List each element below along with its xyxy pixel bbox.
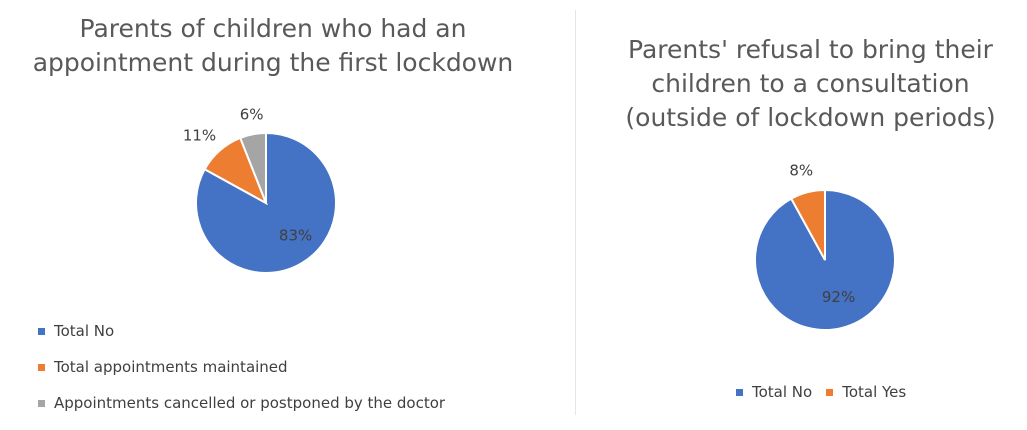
- legend-item-1-1: Total Yes: [826, 383, 906, 401]
- chart-left: Parents of children who had an appointme…: [32, 14, 514, 412]
- pie-label-0-0: 83%: [279, 227, 312, 245]
- legend-item-0-1: Total appointments maintained: [38, 358, 445, 394]
- pie-label-1-0: 92%: [822, 288, 855, 306]
- chart-right-title: Parents' refusal to bring their children…: [625, 35, 996, 132]
- legend-swatch: [736, 389, 743, 396]
- legend-item-0-0: Total No: [38, 322, 445, 358]
- legend-left: Total No Total appointments maintained App…: [38, 322, 445, 430]
- legend-label: Total Yes: [842, 383, 907, 401]
- legend-item-1-0: Total No: [736, 383, 812, 401]
- chart-right: Parents' refusal to bring their children…: [578, 0, 1027, 425]
- pie-right: 92% 8%: [754, 162, 896, 331]
- legend-label: Total No: [752, 383, 813, 401]
- pie-label-0-2: 6%: [240, 106, 264, 124]
- pie-left: 83% 11% 6%: [183, 106, 337, 274]
- legend-item-0-2: Appointments cancelled or postponed by t…: [38, 394, 445, 430]
- pie-label-0-1: 11%: [183, 127, 216, 145]
- pie-label-1-1: 8%: [789, 162, 813, 180]
- legend-swatch: [826, 389, 834, 396]
- legend-swatch: [38, 400, 45, 407]
- legend-right: Total No Total Yes: [736, 383, 920, 401]
- legend-label: Total appointments maintained: [54, 358, 288, 376]
- legend-label: Total No: [54, 322, 115, 340]
- legend-label: Appointments cancelled or postponed by t…: [54, 394, 446, 412]
- pie-slice-1-1: [789, 188, 826, 261]
- chart-left-title: Parents of children who had an appointme…: [32, 14, 514, 77]
- legend-swatch: [38, 328, 45, 335]
- legend-swatch: [38, 364, 45, 371]
- pie-slice-0-2: [238, 131, 267, 204]
- divider: [575, 10, 576, 415]
